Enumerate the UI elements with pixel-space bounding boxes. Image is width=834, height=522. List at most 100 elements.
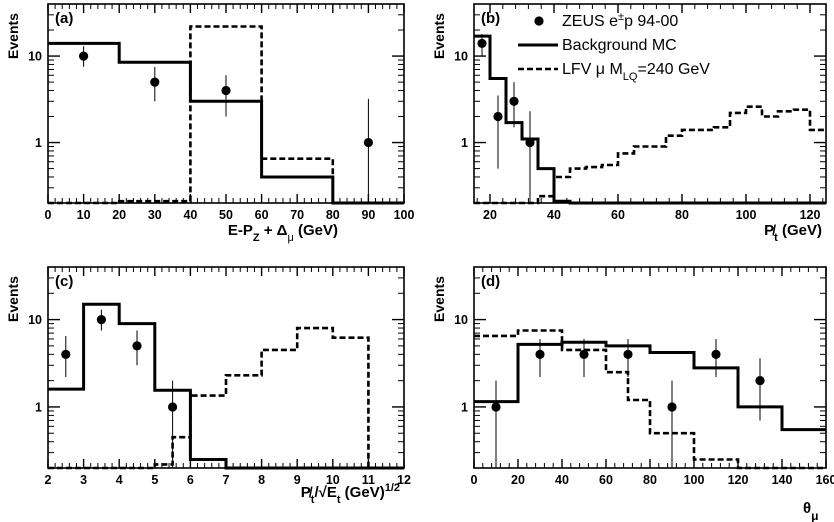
data-point xyxy=(491,402,501,412)
plot-frame xyxy=(473,266,827,469)
background-mc-histogram xyxy=(474,340,826,432)
data-point xyxy=(477,38,487,49)
x-axis-label-sub: t xyxy=(311,494,315,506)
x-tick-label: 40 xyxy=(555,473,569,487)
y-tick-label: 1 xyxy=(35,400,42,414)
background-mc-histogram xyxy=(48,41,404,205)
y-axis-label: Events xyxy=(5,13,21,59)
x-axis-label: E-PZ + Δμ (GeV) xyxy=(228,222,338,244)
data-point xyxy=(493,111,503,122)
data-point xyxy=(79,51,89,61)
x-tick-label: 100 xyxy=(394,208,415,222)
y-tick-label: 10 xyxy=(454,313,468,327)
legend-label-suffix: =240 GeV xyxy=(637,61,710,78)
panel-label: (c) xyxy=(55,273,73,290)
x-axis-label: θμ xyxy=(803,500,818,522)
x-axis-label-sub: t xyxy=(774,232,778,244)
data-point xyxy=(579,349,589,359)
legend-label-sup: ± xyxy=(618,11,624,23)
x-tick-label: 8 xyxy=(258,473,265,487)
legend-label-text: LFV μ M xyxy=(562,61,623,78)
data-point xyxy=(132,341,142,351)
data-point xyxy=(96,314,106,325)
x-tick-label: 2 xyxy=(45,473,52,487)
y-tick-label: 10 xyxy=(28,313,42,327)
data-point xyxy=(61,349,71,359)
x-tick-label: 120 xyxy=(728,473,749,487)
data-point xyxy=(150,77,160,87)
legend-label-text: Background MC xyxy=(562,37,677,54)
x-tick-label: 9 xyxy=(294,473,301,487)
x-axis-label-sub: t xyxy=(337,494,341,506)
x-tick-label: 40 xyxy=(547,208,561,222)
x-tick-label: 100 xyxy=(736,208,757,222)
y-axis-label: Events xyxy=(431,13,447,59)
x-tick-label: 40 xyxy=(183,208,197,222)
legend: ZEUS e±p 94-00 Background MC LFV μ MLQ=240… xyxy=(518,11,710,83)
y-axis-label: Events xyxy=(431,276,447,322)
panel-label: (a) xyxy=(55,10,73,27)
lfv-signal-histogram xyxy=(48,326,404,470)
x-axis-label-part: P̸ xyxy=(764,222,776,239)
x-tick-label: 3 xyxy=(80,473,87,487)
data-point xyxy=(535,349,545,359)
x-tick-label: 80 xyxy=(643,473,657,487)
legend-label-sub: LQ xyxy=(623,71,638,83)
x-axis-label-sub: μ xyxy=(287,232,293,244)
legend-label: ZEUS e±p 94-00 xyxy=(562,11,678,30)
x-tick-label: 10 xyxy=(326,473,340,487)
x-tick-label: 60 xyxy=(255,208,269,222)
x-tick-label: 90 xyxy=(361,208,375,222)
x-axis-label-part: (GeV) xyxy=(778,222,822,239)
x-tick-label: 160 xyxy=(816,473,834,487)
panel-label: (d) xyxy=(481,273,500,290)
data-point xyxy=(363,137,373,148)
x-axis-label: P̸t/√Et (GeV)1/2 xyxy=(301,482,400,506)
legend-marker-data xyxy=(534,16,544,26)
x-tick-label: 20 xyxy=(483,208,497,222)
x-tick-label: 0 xyxy=(471,473,478,487)
x-axis-label-part: P̸ xyxy=(301,484,313,501)
data-point xyxy=(623,349,633,359)
legend-label-suffix: p 94-00 xyxy=(624,13,678,30)
x-tick-label: 70 xyxy=(290,208,304,222)
plot-frame xyxy=(47,266,405,469)
panel-b: 20 40 60 80 100 120 1 10 (b) Events P̸t (GeV) ZEUS … xyxy=(431,3,827,244)
x-tick-label: 6 xyxy=(187,473,194,487)
x-tick-label: 60 xyxy=(599,473,613,487)
x-tick-label: 120 xyxy=(800,208,821,222)
plot-frame xyxy=(473,3,827,204)
x-axis-label-part: + Δ xyxy=(260,222,288,239)
x-tick-label: 30 xyxy=(148,208,162,222)
x-tick-label: 5 xyxy=(151,473,158,487)
background-mc-histogram xyxy=(48,302,404,470)
x-axis-label-part: E-P xyxy=(228,222,253,239)
data-point xyxy=(711,349,721,359)
x-tick-label: 12 xyxy=(397,473,411,487)
x-axis-label-part: (GeV) xyxy=(341,484,385,501)
panel-d: 0 20 40 60 80 100 120 140 160 1 10 (d) Events θμ xyxy=(431,266,834,522)
y-axis-label: Events xyxy=(5,276,21,322)
x-axis-label-sup: 1/2 xyxy=(385,482,400,494)
lfv-signal-histogram xyxy=(474,105,826,205)
x-tick-label: 80 xyxy=(675,208,689,222)
x-tick-label: 7 xyxy=(223,473,230,487)
x-tick-label: 80 xyxy=(326,208,340,222)
y-tick-label: 10 xyxy=(454,50,468,64)
x-tick-label: 11 xyxy=(362,473,375,487)
x-axis-label-part: θ xyxy=(803,500,811,517)
x-tick-label: 10 xyxy=(77,208,91,222)
y-tick-label: 1 xyxy=(461,136,468,150)
data-point xyxy=(168,402,178,412)
x-tick-label: 20 xyxy=(112,208,126,222)
legend-label: LFV μ MLQ=240 GeV xyxy=(562,61,710,83)
x-axis-label-part: /√E xyxy=(314,484,336,501)
x-axis-label: P̸t (GeV) xyxy=(764,222,822,244)
x-tick-label: 100 xyxy=(684,473,705,487)
x-tick-label: 50 xyxy=(219,208,233,222)
x-tick-label: 0 xyxy=(45,208,52,222)
data-point xyxy=(509,96,519,106)
